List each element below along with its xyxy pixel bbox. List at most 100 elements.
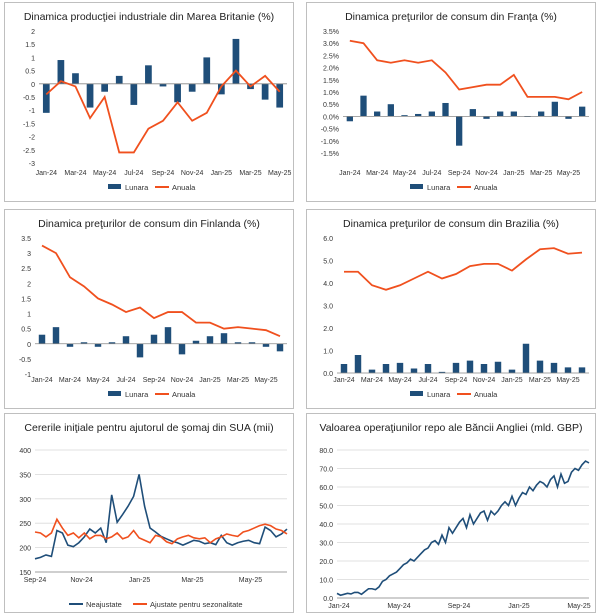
y-tick-label: 400 — [19, 448, 31, 455]
x-tick-label: Mar-25 — [529, 377, 551, 384]
x-tick-label: Sep-24 — [152, 170, 175, 177]
bar-lunara — [480, 364, 488, 373]
bar-lunara — [66, 343, 74, 347]
y-tick-label: 0.5 — [21, 327, 31, 334]
bar-lunara — [374, 111, 381, 117]
x-tick-label: May-25 — [556, 377, 579, 384]
y-tick-label: 0.0% — [323, 114, 339, 121]
x-tick-label: Mar-25 — [239, 170, 261, 177]
x-tick-label: May-25 — [567, 603, 590, 610]
chart-title: Cererile iniţiale pentru ajutorul de şom… — [24, 422, 273, 434]
bar-lunara — [57, 60, 65, 84]
legend-label-neajustate: Neajustate — [86, 600, 122, 609]
y-tick-label: 250 — [19, 521, 31, 528]
x-tick-label: Nov-24 — [475, 170, 498, 177]
boe-repo-chart: Valoarea operaţiunilor repo ale Băncii A… — [306, 413, 596, 613]
chart-title: Dinamica preţurilor de consum din Brazil… — [343, 218, 559, 230]
legend-label-lunara: Lunara — [427, 183, 451, 192]
x-tick-label: May-24 — [86, 377, 109, 384]
bar-lunara — [86, 83, 94, 108]
y-tick-label: 2.0% — [323, 66, 339, 73]
chart-title: Valoarea operaţiunilor repo ale Băncii A… — [319, 422, 582, 434]
x-tick-label: Jan-25 — [503, 170, 525, 177]
bar-lunara — [262, 343, 270, 347]
bar-lunara — [522, 343, 530, 373]
bar-lunara — [136, 343, 144, 358]
x-tick-label: Jan-24 — [339, 170, 361, 177]
bar-lunara — [72, 73, 79, 84]
y-tick-label: 3.0% — [323, 41, 339, 48]
y-tick-label: -1 — [25, 372, 31, 379]
series-line-anuala — [344, 247, 583, 291]
y-tick-label: 1.0% — [323, 90, 339, 97]
series-line-anuala — [349, 39, 583, 101]
y-tick-label: -1.5% — [321, 151, 339, 158]
bar-lunara — [428, 111, 435, 117]
y-tick-label: 1 — [31, 55, 35, 62]
y-tick-label: 2.5 — [21, 266, 31, 273]
y-tick-label: 3 — [27, 251, 31, 258]
y-tick-label: -1.5 — [23, 121, 35, 128]
legend-swatch-lunara — [410, 391, 423, 396]
y-tick-label: 50.0 — [319, 504, 333, 511]
bar-lunara — [382, 364, 390, 373]
bar-lunara — [538, 111, 545, 117]
bar-lunara — [483, 116, 490, 119]
y-tick-label: 40.0 — [319, 522, 333, 529]
y-tick-label: 350 — [19, 472, 31, 479]
bar-lunara — [360, 95, 367, 117]
bar-lunara — [354, 355, 362, 373]
y-tick-label: 300 — [19, 497, 31, 504]
bar-lunara — [340, 364, 348, 373]
x-tick-label: Sep-24 — [24, 577, 47, 584]
bar-lunara — [115, 75, 123, 84]
bar-lunara — [101, 83, 109, 92]
y-tick-label: -1.0% — [321, 139, 339, 146]
bar-lunara — [424, 364, 432, 373]
bar-lunara — [442, 102, 449, 117]
y-tick-label: 4.0 — [323, 281, 333, 288]
y-tick-label: -2.5 — [23, 148, 35, 155]
legend-label-lunara: Lunara — [427, 390, 451, 399]
y-tick-label: 30.0 — [319, 541, 333, 548]
legend-label-lunara: Lunara — [125, 183, 149, 192]
y-tick-label: 70.0 — [319, 467, 333, 474]
y-tick-label: -1 — [29, 108, 35, 115]
series-line-secondary — [34, 517, 288, 545]
x-tick-label: Jan-25 — [501, 377, 523, 384]
y-tick-label: 150 — [19, 570, 31, 577]
x-tick-label: May-25 — [254, 377, 277, 384]
x-tick-label: Mar-24 — [64, 170, 86, 177]
bar-lunara — [415, 113, 422, 117]
y-tick-label: 2 — [27, 281, 31, 288]
bar-lunara — [497, 111, 504, 117]
bar-lunara — [108, 342, 116, 344]
bar-lunara — [565, 116, 572, 119]
y-tick-label: 200 — [19, 546, 31, 553]
bar-lunara — [368, 369, 376, 373]
x-tick-label: Jan-25 — [199, 377, 221, 384]
bar-lunara — [276, 343, 284, 352]
x-tick-label: Jan-25 — [508, 603, 530, 610]
bar-lunara — [551, 101, 558, 117]
chart-title: Dinamica preţurilor de consum din Finlan… — [38, 218, 260, 230]
x-tick-label: Jan-25 — [211, 170, 233, 177]
series-line-primary — [336, 460, 590, 597]
y-tick-label: -0.5 — [19, 357, 31, 364]
bar-lunara — [261, 83, 269, 100]
x-tick-label: May-25 — [268, 170, 291, 177]
bar-lunara — [248, 342, 256, 344]
y-tick-label: 1.5 — [21, 296, 31, 303]
bar-lunara — [508, 369, 516, 373]
bar-lunara — [387, 104, 394, 117]
legend-label-lunara: Lunara — [125, 390, 149, 399]
finland-cpi-chart: Dinamica preţurilor de consum din Finlan… — [4, 209, 294, 409]
y-tick-label: 0.0 — [323, 371, 333, 378]
x-tick-label: Sep-24 — [448, 170, 471, 177]
x-tick-label: Jul-24 — [116, 377, 135, 384]
bar-lunara — [164, 327, 172, 344]
bar-lunara — [174, 83, 181, 103]
chart-title: Dinamica producţiei industriale din Mare… — [24, 11, 274, 23]
y-tick-label: 2 — [31, 29, 35, 36]
x-tick-label: Sep-24 — [448, 603, 471, 610]
